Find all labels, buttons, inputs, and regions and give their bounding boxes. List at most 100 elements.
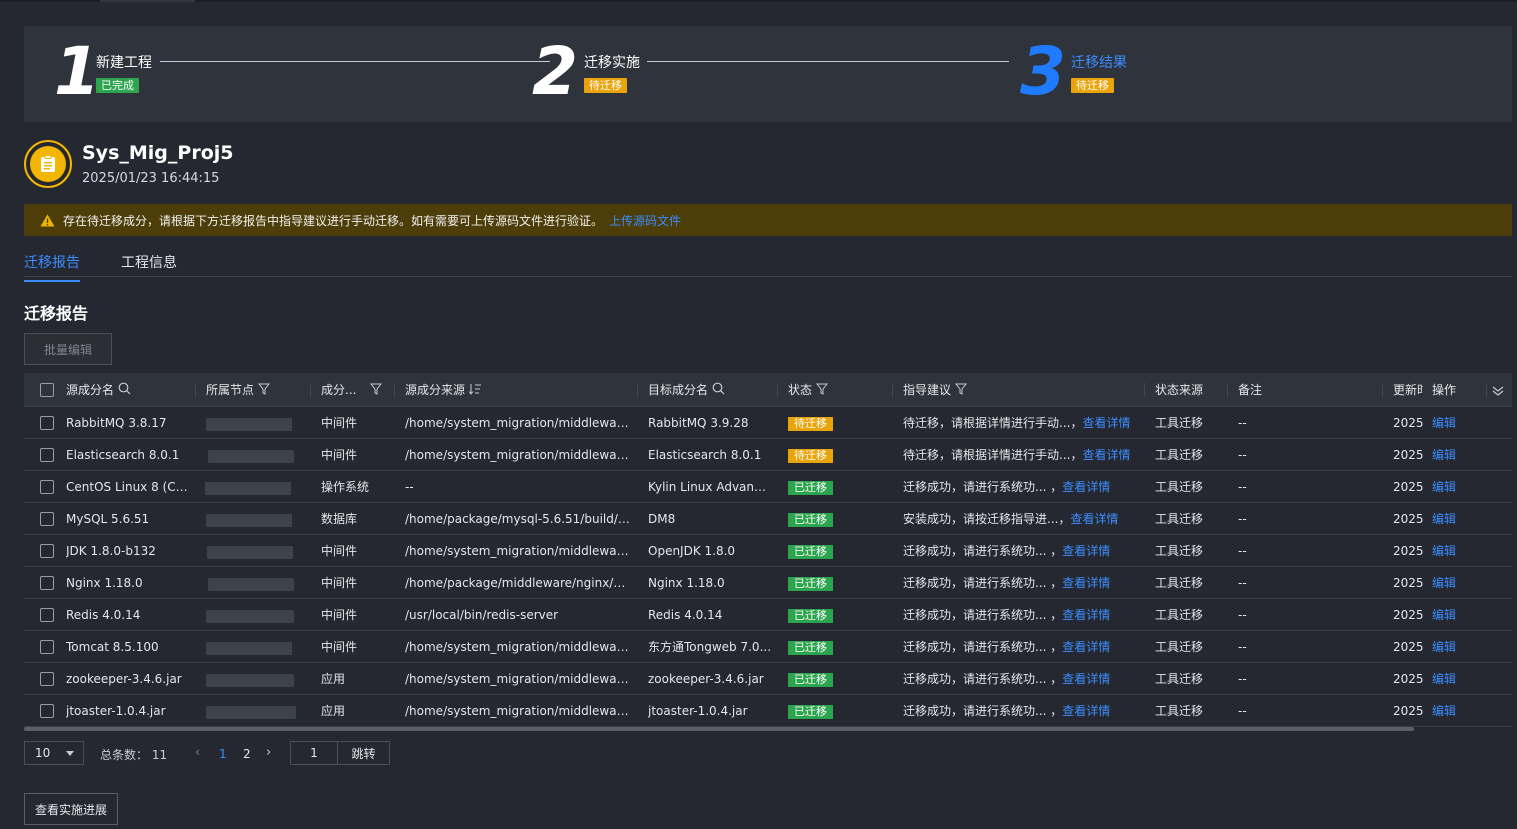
cell-updated: 2025, [1393, 704, 1424, 718]
cell-target-name: zookeeper-3.4.6.jar [648, 672, 764, 686]
select-all-checkbox[interactable] [40, 383, 54, 397]
row-checkbox[interactable] [40, 704, 54, 718]
cell-status: 已迁移 [788, 535, 888, 567]
cell-updated: 2025, [1393, 640, 1424, 654]
table-row: Redis 4.0.14 中间件/usr/local/bin/redis-serv… [24, 599, 1512, 631]
edit-link[interactable]: 编辑 [1432, 576, 1457, 590]
step-1-badge: 已完成 [96, 78, 139, 93]
cell-target-name: Elasticsearch 8.0.1 [648, 448, 762, 462]
step-2-title: 迁移实施 [584, 55, 640, 71]
row-checkbox[interactable] [40, 448, 54, 462]
view-details-link[interactable]: 查看详情 [1082, 448, 1131, 462]
filter-icon[interactable] [370, 374, 383, 408]
row-checkbox[interactable] [40, 480, 54, 494]
cell-source-name: Tomcat 8.5.100 [66, 640, 159, 654]
row-checkbox[interactable] [40, 544, 54, 558]
cell-source-name: Redis 4.0.14 [66, 608, 141, 622]
edit-link[interactable]: 编辑 [1432, 416, 1457, 430]
header-node-label: 所属节点 [206, 383, 255, 397]
view-details-link[interactable]: 查看详情 [1082, 416, 1131, 430]
row-checkbox[interactable] [40, 640, 54, 654]
cell-type: 中间件 [321, 416, 358, 430]
total-value: 11 [151, 748, 168, 762]
filter-icon[interactable] [257, 374, 271, 408]
jump-page-input[interactable]: 1 [290, 741, 338, 765]
table-header: 源成分名 所属节点 成分... 源成分来源 目标成分名 状态 指导建议 状态来源… [24, 373, 1512, 407]
row-checkbox[interactable] [40, 672, 54, 686]
cell-remark: -- [1238, 576, 1247, 590]
view-details-link[interactable]: 查看详情 [1062, 544, 1111, 558]
view-progress-button[interactable]: 查看实施进展 [24, 793, 118, 825]
row-checkbox[interactable] [40, 608, 54, 622]
step-3-number: 3 [1020, 33, 1066, 110]
section-title: 迁移报告 [24, 304, 89, 323]
upload-source-link[interactable]: 上传源码文件 [609, 213, 682, 228]
cell-source-path: /home/system_migration/middleware/r... [405, 416, 631, 430]
cell-source-name: Nginx 1.18.0 [66, 576, 143, 590]
edit-link[interactable]: 编辑 [1432, 480, 1457, 494]
page-2[interactable]: 2 [243, 747, 251, 761]
view-details-link[interactable]: 查看详情 [1062, 480, 1111, 494]
view-details-link[interactable]: 查看详情 [1062, 640, 1111, 654]
advice-text: 迁移成功，请进行系统功... ， [903, 704, 1063, 718]
view-details-link[interactable]: 查看详情 [1062, 672, 1111, 686]
advice-text: 迁移成功，请进行系统功... ， [903, 640, 1063, 654]
status-badge: 已迁移 [788, 608, 833, 623]
header-status: 状态 [788, 373, 829, 408]
header-updated: 更新时 [1393, 383, 1423, 397]
cell-remark: -- [1238, 544, 1247, 558]
edit-link[interactable]: 编辑 [1432, 544, 1457, 558]
cell-status-source: 工具迁移 [1155, 544, 1204, 558]
advice-text: 待迁移，请根据详情进行手动...， [903, 416, 1083, 430]
column-settings-icon[interactable] [1492, 373, 1504, 407]
cell-status: 待迁移 [788, 407, 888, 439]
cell-source-path: /home/package/mysql-5.6.51/build/sq... [405, 512, 631, 526]
jump-button[interactable]: 跳转 [337, 741, 390, 765]
cell-status: 已迁移 [788, 471, 888, 503]
filter-icon[interactable] [954, 374, 968, 408]
cell-status-source: 工具迁移 [1155, 704, 1204, 718]
cell-type: 操作系统 [321, 480, 370, 494]
advice-text: 迁移成功，请进行系统功... ， [903, 608, 1063, 622]
cell-updated: 2025, [1393, 480, 1424, 494]
view-details-link[interactable]: 查看详情 [1070, 512, 1119, 526]
cell-advice: 迁移成功，请进行系统功... ，查看详情 [903, 631, 1141, 663]
step-2-badge: 待迁移 [584, 78, 627, 93]
edit-link[interactable]: 编辑 [1432, 448, 1457, 462]
filter-icon[interactable] [815, 374, 829, 408]
cell-advice: 待迁移，请根据详情进行手动...，查看详情 [903, 407, 1141, 439]
edit-link[interactable]: 编辑 [1432, 640, 1457, 654]
sort-icon[interactable] [468, 374, 482, 408]
view-details-link[interactable]: 查看详情 [1062, 576, 1111, 590]
row-checkbox[interactable] [40, 576, 54, 590]
step-2-number: 2 [532, 33, 578, 110]
edit-link[interactable]: 编辑 [1432, 672, 1457, 686]
search-icon[interactable] [118, 374, 131, 408]
row-checkbox[interactable] [40, 512, 54, 526]
tab-migration-report[interactable]: 迁移报告 [24, 252, 80, 282]
edit-link[interactable]: 编辑 [1432, 608, 1457, 622]
batch-edit-button[interactable]: 批量编辑 [24, 333, 112, 365]
cell-source-path: /home/system_migration/middleware/j... [405, 544, 631, 558]
row-checkbox[interactable] [40, 416, 54, 430]
cell-type: 数据库 [321, 512, 358, 526]
edit-link[interactable]: 编辑 [1432, 704, 1457, 718]
page-size-select[interactable]: 10 [24, 741, 84, 765]
search-icon[interactable] [712, 374, 725, 408]
cell-source-name: Elasticsearch 8.0.1 [66, 448, 180, 462]
cell-advice: 迁移成功，请进行系统功... ，查看详情 [903, 663, 1141, 695]
view-details-link[interactable]: 查看详情 [1062, 704, 1111, 718]
step-2-connector [647, 61, 1009, 62]
tab-project-info[interactable]: 工程信息 [121, 255, 177, 271]
page-1[interactable]: 1 [219, 747, 227, 761]
edit-link[interactable]: 编辑 [1432, 512, 1457, 526]
cell-updated: 2025, [1393, 416, 1424, 430]
cell-target-name: DM8 [648, 512, 676, 526]
header-source-name-label: 源成分名 [66, 383, 115, 397]
cell-source-path: /home/system_migration/middleware/... [405, 448, 631, 462]
prev-page-icon[interactable]: ‹ [195, 745, 201, 760]
view-details-link[interactable]: 查看详情 [1062, 608, 1111, 622]
horizontal-scrollbar[interactable] [24, 727, 1414, 731]
next-page-icon[interactable]: › [266, 745, 272, 760]
project-avatar [24, 140, 72, 188]
